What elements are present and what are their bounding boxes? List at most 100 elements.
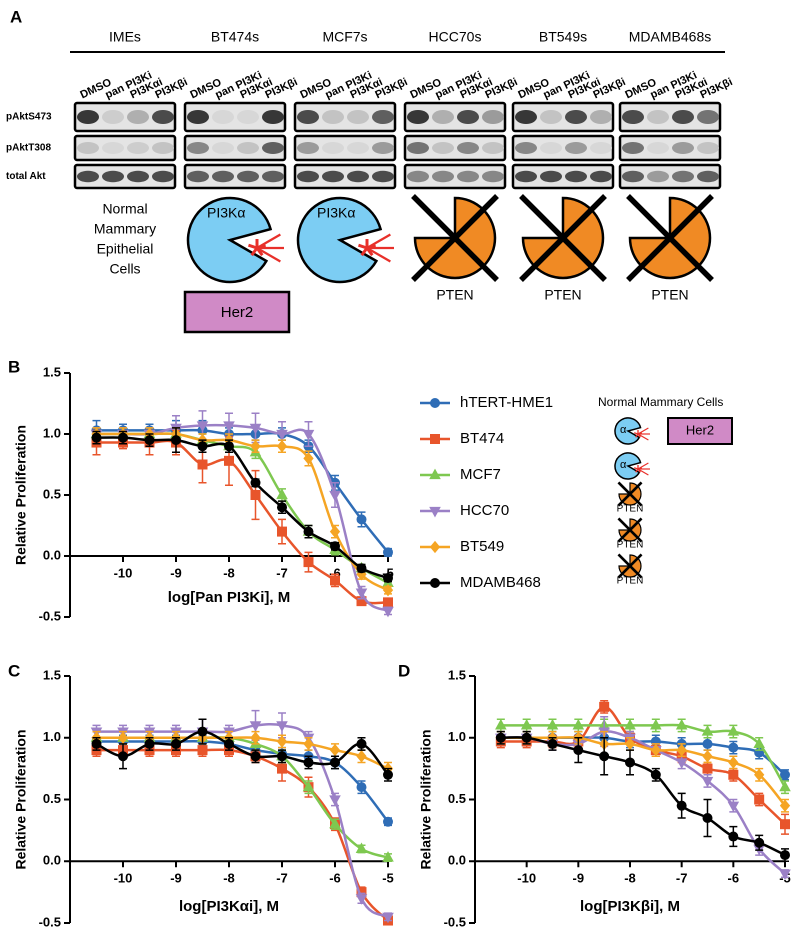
her2-label: Her2 [221,304,254,321]
x-tick-label: -9 [170,565,182,580]
data-point [382,912,394,924]
band [622,170,644,183]
y-tick-label: 1.0 [448,729,466,744]
panel-letter: A [10,7,22,26]
data-point [276,721,288,732]
data-point [249,423,262,435]
data-point [382,583,394,597]
data-point [625,757,635,768]
y-tick-label: 1.5 [43,364,61,379]
band [647,142,669,154]
band [697,142,719,154]
pten-label: PTEN [436,287,473,303]
y-tick-label: -0.5 [39,914,61,928]
x-tick-label: -7 [276,871,288,886]
legend-label: MDAMB468 [460,574,541,591]
data-point [329,795,341,806]
x-tick-label: -7 [676,871,688,886]
pten-label: PTEN [544,287,581,303]
x-tick-label: -7 [276,565,288,580]
blot [183,101,287,133]
data-point [250,477,261,488]
band [457,170,479,183]
band [297,142,319,154]
data-point [196,421,209,432]
x-tick-label: -5 [382,871,394,886]
x-tick-label: -8 [223,871,235,886]
data-point [277,751,287,762]
data-point [91,432,102,443]
data-point [650,718,662,730]
x-tick-label: -5 [382,565,394,580]
data-point [144,435,155,446]
x-axis-title: log[Pan PI3Ki], M [168,589,291,606]
group-label: IMEs [109,29,141,45]
y-tick-label: 1.0 [43,425,61,440]
data-point [676,800,687,811]
inhibitor-star [633,432,639,435]
data-point [329,817,341,829]
data-point [727,801,740,813]
blot [618,163,722,190]
x-tick-label: -8 [223,565,235,580]
band [262,142,284,154]
band [457,110,479,124]
data-point [495,718,507,730]
band [127,170,149,183]
data-point [276,440,288,453]
band [482,170,504,183]
data-point [702,763,713,774]
cell-note: Mammary [94,221,156,237]
data-point [495,732,506,743]
pi3k-icon [614,417,642,445]
data-point [249,721,262,732]
band [647,170,669,183]
row-label: pAktT308 [6,143,51,154]
band [127,110,149,124]
data-point [355,894,368,905]
cell-note: Cells [109,261,140,277]
data-point [728,831,739,842]
data-point [330,541,340,552]
alpha-label: α [620,424,627,436]
data-point [224,455,234,466]
group-label: BT474s [211,29,259,45]
data-point [277,763,287,774]
band [432,110,454,124]
legend-marker [429,468,441,480]
band [540,142,562,154]
row-label: pAktS473 [6,112,52,123]
data-point [383,547,393,558]
pten-cross [411,194,499,282]
x-tick-label: -10 [114,565,133,580]
band [212,142,234,154]
band [372,170,394,183]
data-point [675,718,688,730]
band [237,170,259,183]
data-point [356,738,367,749]
data-point [728,756,739,769]
data-point [329,490,341,502]
band [432,170,454,183]
x-tick-label: -9 [573,871,585,886]
row-label: total Akt [6,171,46,182]
data-point [250,751,261,762]
inhibitor-star [633,467,639,470]
blot [183,163,287,190]
data-point [224,441,234,452]
blot [618,134,722,162]
cell-note: Normal [102,201,147,217]
data-point [223,421,235,432]
pten-label: PTEN [651,287,688,303]
y-tick-label: 1.5 [448,667,466,682]
band [565,110,587,124]
data-point [250,490,261,500]
band [590,142,612,154]
data-point [754,794,765,805]
band [432,142,454,154]
band [347,170,369,183]
inhibitor-line [637,462,649,470]
band [540,170,562,183]
data-point [329,743,341,757]
fit-curve [96,432,389,584]
